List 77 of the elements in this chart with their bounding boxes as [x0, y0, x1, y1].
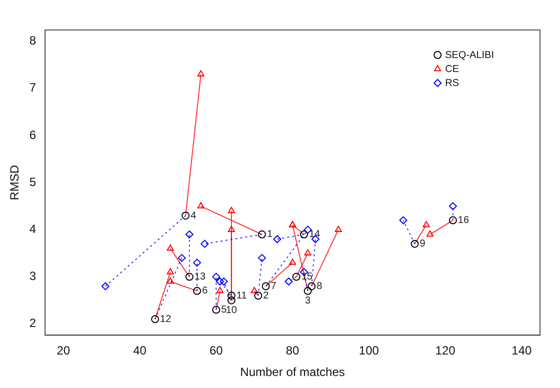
- x-tick-label: 20: [56, 344, 70, 358]
- point: [166, 268, 174, 274]
- point: [193, 286, 202, 295]
- point: [182, 212, 190, 220]
- point: [166, 244, 174, 251]
- y-tick-label: 4: [29, 222, 36, 236]
- x-tick-label: 80: [286, 344, 300, 358]
- point: [197, 202, 204, 208]
- point: [151, 315, 160, 324]
- point: [200, 240, 209, 248]
- point: [284, 278, 293, 286]
- annotation: 14: [308, 229, 321, 240]
- point: [304, 286, 312, 295]
- y-tick-label: 2: [29, 316, 36, 330]
- point: [262, 282, 270, 290]
- annotation: 7: [270, 280, 277, 292]
- annotation: 4: [190, 210, 197, 222]
- point: [258, 230, 266, 238]
- point: [212, 306, 220, 314]
- point: [216, 278, 224, 286]
- legend-label: RS: [445, 78, 460, 89]
- x-tick-label: 100: [358, 344, 380, 358]
- point: [448, 216, 457, 224]
- annotation: 9: [420, 238, 426, 250]
- annotation: 5: [221, 304, 228, 316]
- annotation: 1: [266, 229, 273, 240]
- legend-label: CE: [445, 64, 460, 75]
- annotation: 12: [160, 314, 172, 325]
- y-tick-label: 7: [29, 80, 36, 95]
- point: [254, 292, 262, 300]
- annotation: 6: [202, 286, 208, 297]
- point: [227, 292, 236, 300]
- point: [216, 286, 224, 294]
- annotation: 11: [236, 290, 248, 302]
- x-axis-title: Number of matches: [240, 365, 345, 380]
- point: [227, 296, 236, 304]
- y-tick-label: 6: [29, 128, 36, 142]
- point: [304, 249, 312, 256]
- x-tick-label: 120: [435, 344, 456, 358]
- y-axis-title: RMSD: [8, 164, 22, 200]
- point: [228, 206, 235, 214]
- y-tick-label: 3: [29, 269, 36, 284]
- point: [250, 286, 258, 294]
- point: [292, 272, 300, 281]
- point: [448, 202, 457, 210]
- point: [228, 226, 235, 232]
- point: [193, 258, 202, 267]
- legend-label: SEQ-ALIBI: [445, 50, 494, 61]
- annotation: 10: [226, 305, 238, 316]
- x-tick-label: 140: [512, 344, 532, 358]
- x-tick-label: 40: [133, 344, 147, 358]
- y-tick-label: 5: [29, 174, 36, 189]
- point: [410, 240, 419, 248]
- point: [334, 226, 342, 232]
- point: [220, 278, 228, 286]
- point: [185, 230, 194, 238]
- annotation: 16: [458, 215, 470, 226]
- point: [101, 282, 110, 290]
- x-tick-label: 60: [209, 344, 224, 358]
- point: [178, 254, 186, 262]
- point: [426, 230, 434, 237]
- point: [166, 278, 174, 284]
- annotation: 3: [305, 296, 312, 307]
- point: [308, 282, 316, 290]
- annotation: 8: [316, 280, 323, 292]
- point: [289, 258, 296, 265]
- point: [197, 70, 204, 77]
- point: [399, 216, 408, 224]
- point: [273, 235, 282, 244]
- point: [258, 254, 266, 262]
- point: [422, 220, 430, 228]
- point: [212, 272, 220, 281]
- point: [185, 272, 194, 281]
- annotation: 2: [263, 290, 270, 302]
- point: [300, 230, 308, 238]
- annotation: 13: [194, 272, 206, 283]
- y-tick-label: 8: [29, 34, 36, 48]
